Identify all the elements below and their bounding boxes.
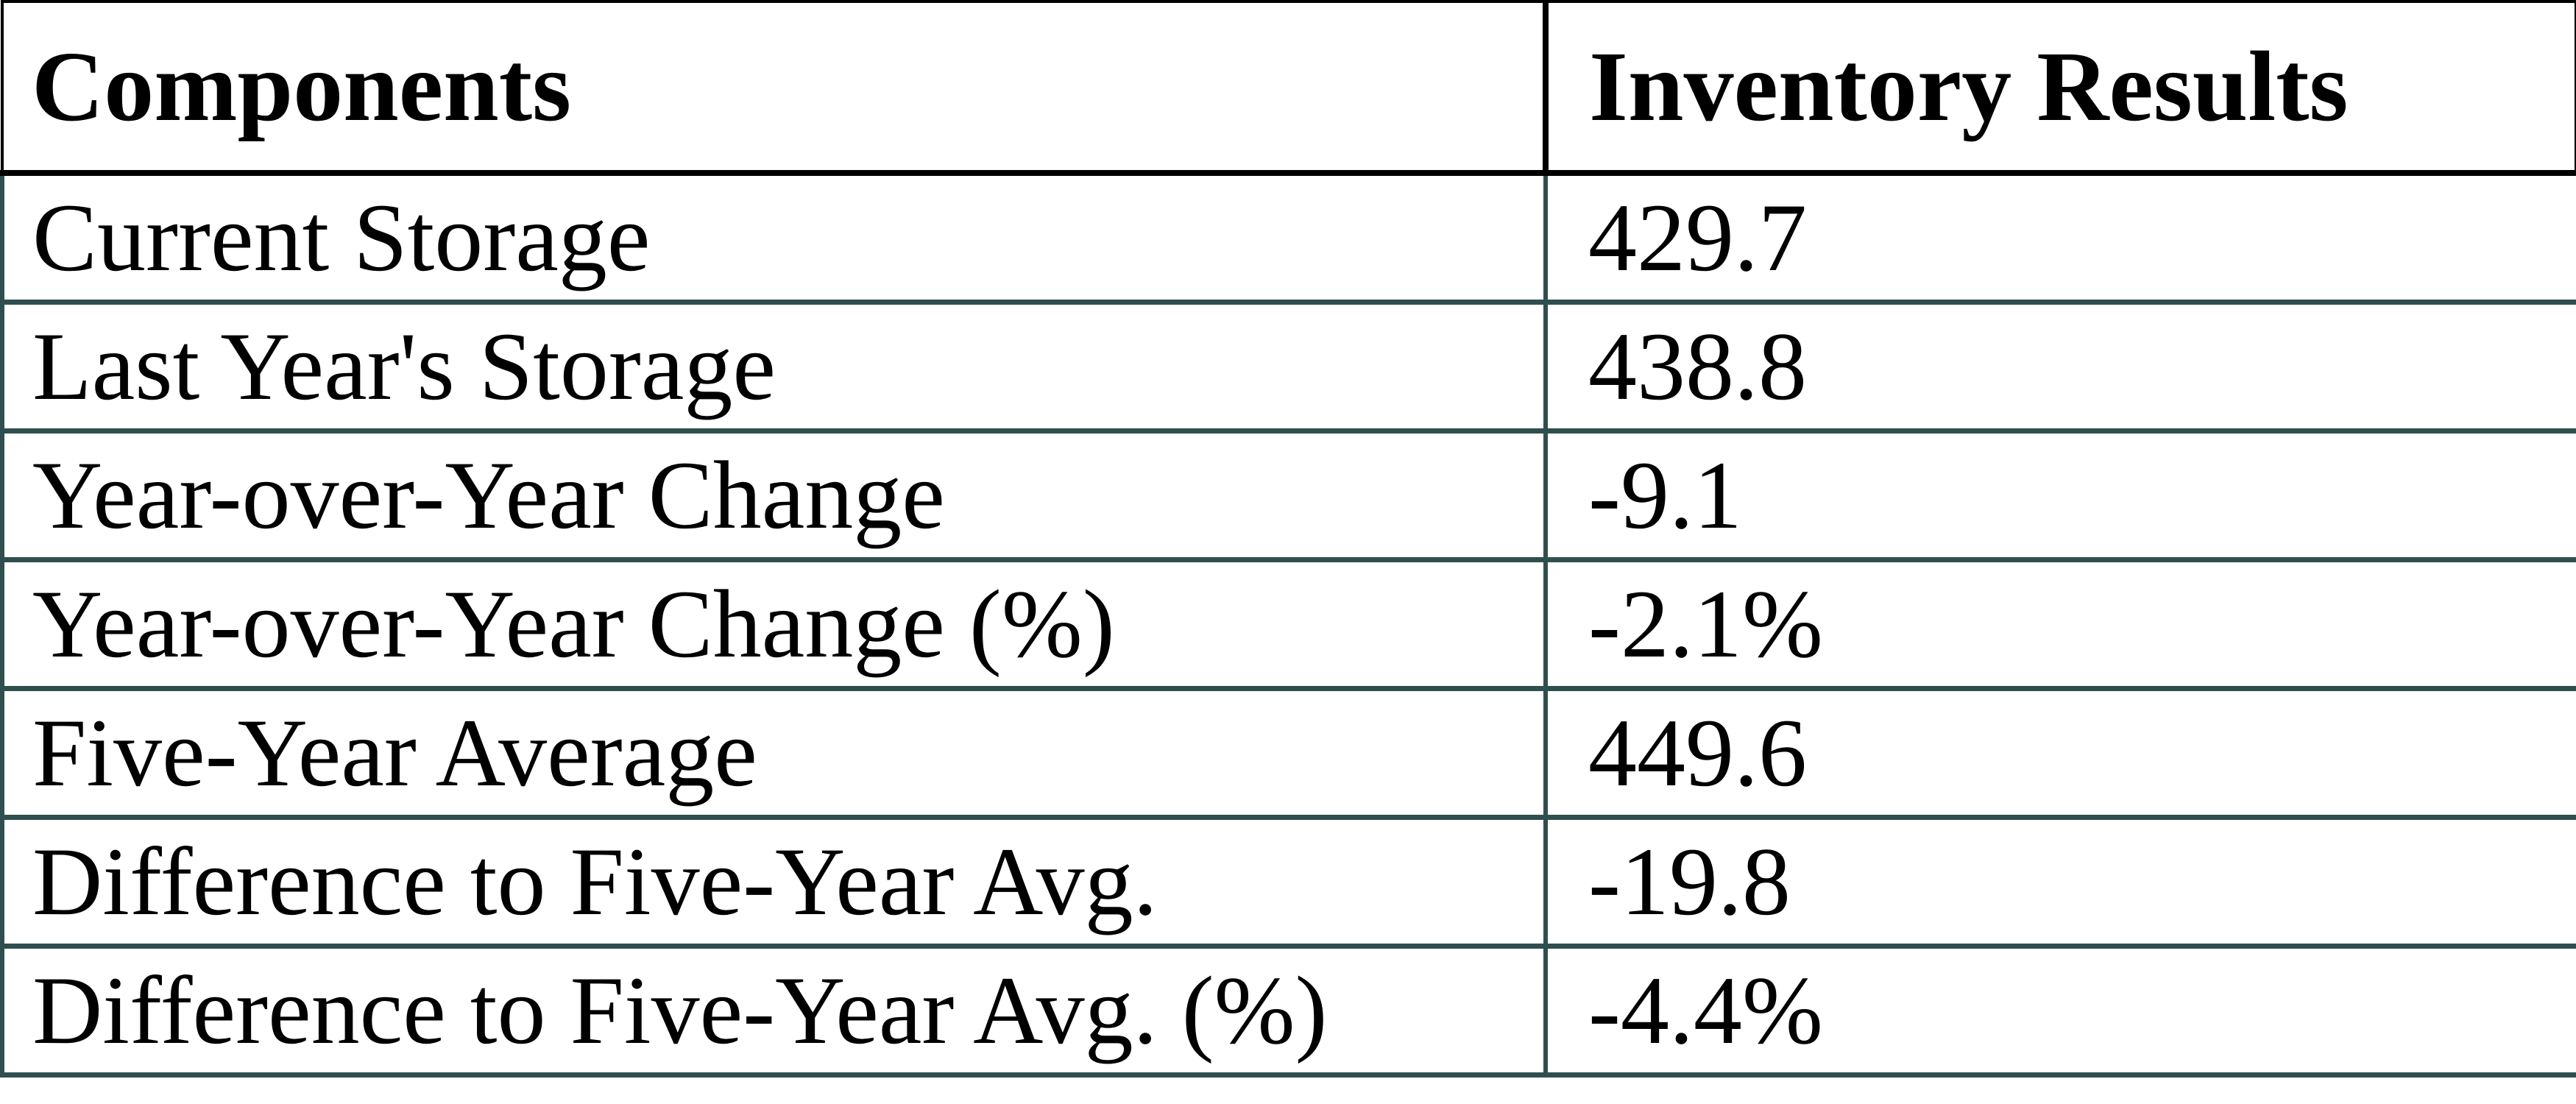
table-row-five-year-average: Five-Year Average 449.6 <box>0 685 2576 820</box>
table-row-diff-five-year-avg: Difference to Five-Year Avg. -19.8 <box>0 814 2576 949</box>
column-header-inventory-results: Inventory Results <box>1543 0 2576 176</box>
component-cell: Year-over-Year Change <box>0 428 1548 562</box>
value-cell: 449.6 <box>1543 685 2576 820</box>
header-row: Components Inventory Results <box>1 0 2576 176</box>
table-row-yoy-change-pct: Year-over-Year Change (%) -2.1% <box>0 556 2576 691</box>
component-cell: Difference to Five-Year Avg. <box>0 814 1548 949</box>
value-cell: -4.4% <box>1543 943 2576 1078</box>
table-row-last-year-storage: Last Year's Storage 438.8 <box>0 299 2576 434</box>
column-header-components: Components <box>1 0 1546 176</box>
component-cell: Difference to Five-Year Avg. (%) <box>0 943 1548 1078</box>
value-cell: -9.1 <box>1543 428 2576 562</box>
inventory-table: Components Inventory Results Current Sto… <box>0 0 2576 1078</box>
component-cell: Five-Year Average <box>0 685 1548 820</box>
table-row-current-storage: Current Storage 429.7 <box>0 170 2576 305</box>
value-cell: -2.1% <box>1543 556 2576 691</box>
value-cell: 438.8 <box>1543 299 2576 434</box>
value-cell: 429.7 <box>1543 170 2576 305</box>
component-cell: Last Year's Storage <box>0 299 1548 434</box>
table-row-diff-five-year-avg-pct: Difference to Five-Year Avg. (%) -4.4% <box>0 943 2576 1078</box>
table-row-yoy-change: Year-over-Year Change -9.1 <box>0 428 2576 562</box>
component-cell: Year-over-Year Change (%) <box>0 556 1548 691</box>
component-cell: Current Storage <box>0 170 1548 305</box>
value-cell: -19.8 <box>1543 814 2576 949</box>
